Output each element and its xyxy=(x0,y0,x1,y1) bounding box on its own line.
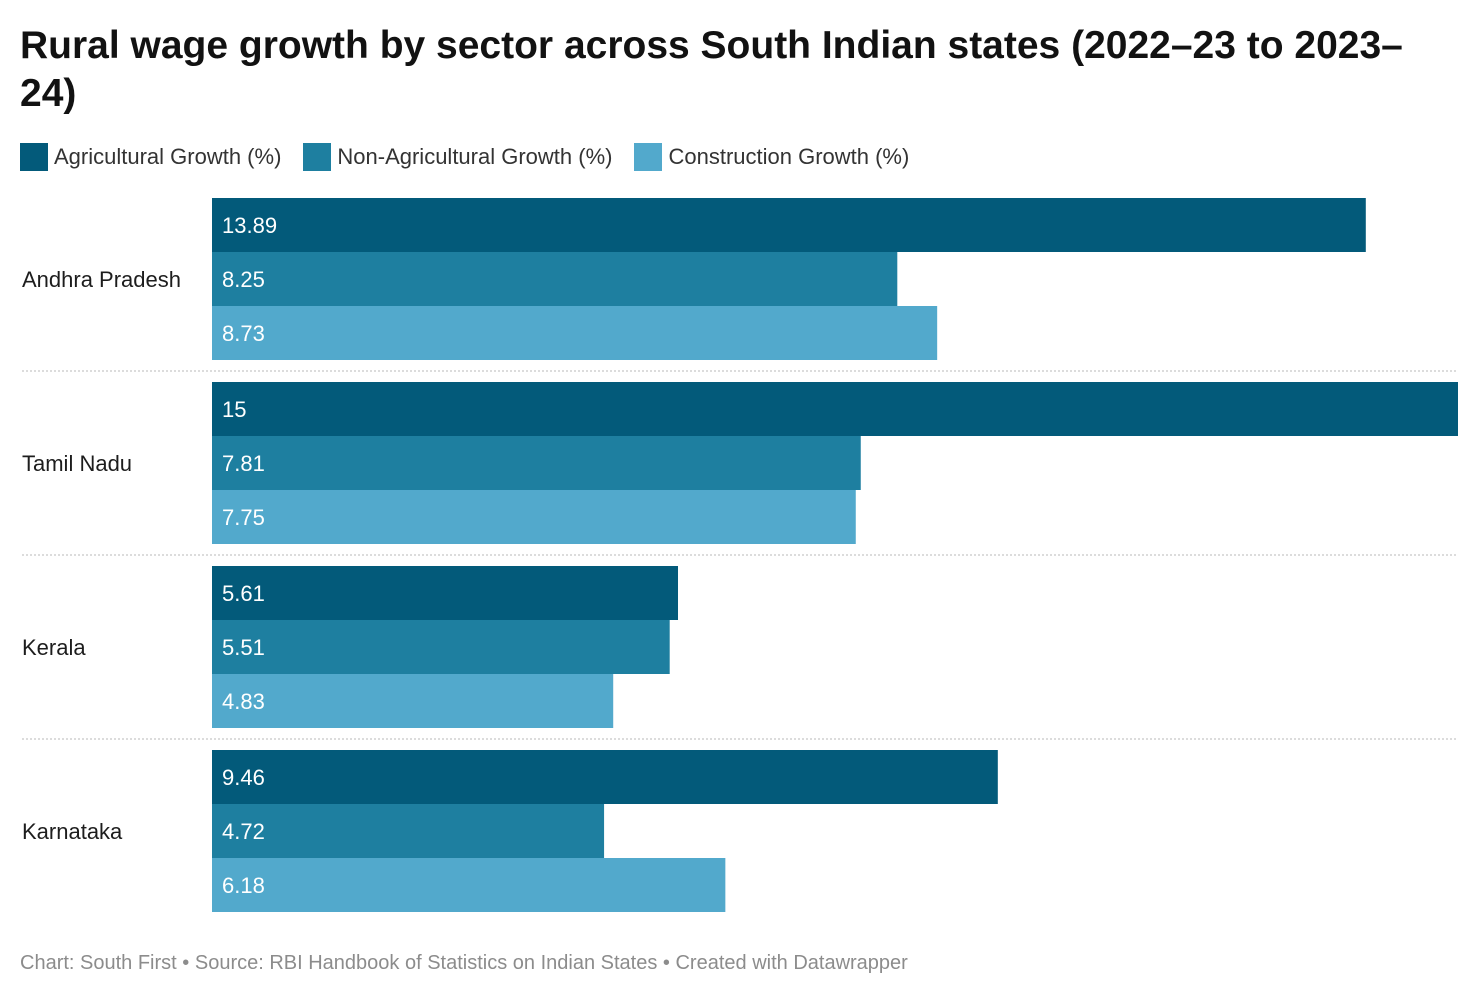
legend-swatch-agricultural xyxy=(20,143,48,171)
legend: Agricultural Growth (%) Non-Agricultural… xyxy=(20,142,931,172)
legend-label-non-agricultural: Non-Agricultural Growth (%) xyxy=(337,144,613,169)
bar-andhra-pradesh-agricultural-growth xyxy=(212,198,1366,252)
bar-andhra-pradesh-non-agricultural-growth xyxy=(212,252,898,306)
data-label-tamil-nadu-non-agricultural-growth: 7.81 xyxy=(222,451,265,476)
data-label-kerala-construction-growth: 4.83 xyxy=(222,689,265,714)
legend-swatch-construction xyxy=(634,143,663,171)
footer-source: Source: RBI Handbook of Statistics on In… xyxy=(194,952,658,974)
data-label-kerala-non-agricultural-growth: 5.51 xyxy=(222,635,265,660)
legend-item-agricultural: Agricultural Growth (%) xyxy=(20,143,281,171)
bar-kerala-non-agricultural-growth xyxy=(212,620,670,674)
legend-label-agricultural: Agricultural Growth (%) xyxy=(54,144,282,169)
legend-item-construction: Construction Growth (%) xyxy=(634,143,909,171)
bar-karnataka-construction-growth xyxy=(212,858,726,912)
bar-kerala-construction-growth xyxy=(212,674,614,728)
bar-tamil-nadu-agricultural-growth xyxy=(212,382,1458,436)
legend-item-non-agricultural: Non-Agricultural Growth (%) xyxy=(303,143,612,171)
footer-tool: Created with Datawrapper xyxy=(675,952,908,974)
category-label-karnataka: Karnataka xyxy=(22,819,123,844)
footer-separator-2: • xyxy=(662,952,670,974)
category-label-tamil-nadu: Tamil Nadu xyxy=(22,451,132,476)
bar-andhra-pradesh-construction-growth xyxy=(212,306,938,360)
data-label-karnataka-construction-growth: 6.18 xyxy=(222,873,265,898)
bar-karnataka-non-agricultural-growth xyxy=(212,804,605,858)
bar-tamil-nadu-construction-growth xyxy=(212,490,856,544)
bar-karnataka-agricultural-growth xyxy=(212,750,998,804)
data-label-tamil-nadu-agricultural-growth: 15 xyxy=(222,397,246,422)
legend-label-construction: Construction Growth (%) xyxy=(668,144,910,169)
bar-tamil-nadu-non-agricultural-growth xyxy=(212,436,861,490)
data-label-karnataka-agricultural-growth: 9.46 xyxy=(222,765,265,790)
bar-kerala-agricultural-growth xyxy=(212,566,679,620)
chart-title: Rural wage growth by sector across South… xyxy=(20,24,1403,115)
legend-swatch-non-agricultural xyxy=(303,143,332,171)
data-label-andhra-pradesh-construction-growth: 8.73 xyxy=(222,321,265,346)
data-label-karnataka-non-agricultural-growth: 4.72 xyxy=(222,819,265,844)
data-label-andhra-pradesh-non-agricultural-growth: 8.25 xyxy=(222,267,265,292)
data-label-tamil-nadu-construction-growth: 7.75 xyxy=(222,505,265,530)
footer-separator-1: • xyxy=(182,952,190,974)
footer-credit: Chart: South First xyxy=(20,952,177,974)
category-label-andhra-pradesh: Andhra Pradesh xyxy=(22,267,181,292)
category-label-kerala: Kerala xyxy=(22,635,86,660)
data-label-andhra-pradesh-agricultural-growth: 13.89 xyxy=(222,213,277,238)
chart-footer: Chart: South First • Source: RBI Handboo… xyxy=(20,952,908,975)
data-label-kerala-agricultural-growth: 5.61 xyxy=(222,581,265,606)
